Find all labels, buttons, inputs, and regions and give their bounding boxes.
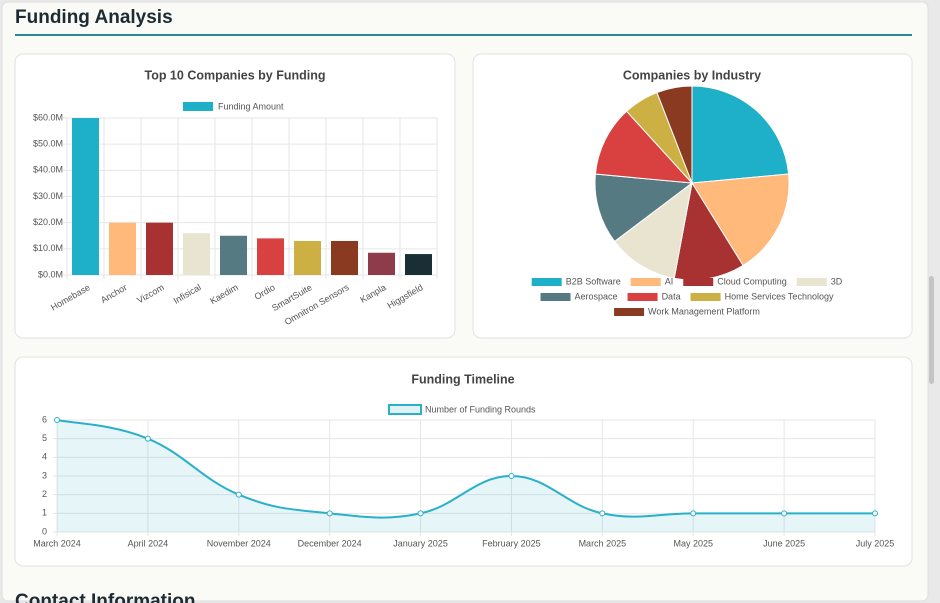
point xyxy=(326,510,333,517)
bar xyxy=(257,238,284,275)
pie-slice xyxy=(594,110,694,184)
legend-swatch xyxy=(531,278,562,286)
point xyxy=(235,491,242,498)
legend-swatch xyxy=(796,278,827,286)
y-tick-label: $0.0M xyxy=(38,269,63,279)
y-tick-label: 3 xyxy=(42,470,47,480)
point xyxy=(508,473,515,479)
legend-swatch xyxy=(614,308,645,316)
point xyxy=(417,510,424,517)
line xyxy=(56,419,875,519)
chart-title: Funding Timeline xyxy=(411,372,514,386)
legend-label: Home Services Technology xyxy=(725,291,834,301)
x-tick-label: March 2024 xyxy=(33,538,81,548)
y-tick-label: 5 xyxy=(42,433,47,443)
y-tick-label: 6 xyxy=(42,414,47,424)
legend-swatch xyxy=(388,404,422,415)
bar xyxy=(146,222,173,275)
y-tick-label: $50.0M xyxy=(33,139,63,149)
pie-slice xyxy=(691,85,790,184)
section-title: Funding Analysis xyxy=(15,7,173,28)
legend-swatch xyxy=(183,102,213,111)
y-tick-label: $60.0M xyxy=(33,112,63,122)
x-tick-label: July 2025 xyxy=(856,538,895,548)
x-tick-label: March 2025 xyxy=(579,538,627,548)
section-title: Contact Information xyxy=(15,591,196,603)
y-tick-label: $10.0M xyxy=(33,243,63,253)
bar xyxy=(183,233,210,275)
bar xyxy=(72,118,99,275)
y-tick-label: 0 xyxy=(42,526,47,536)
legend-label: Data xyxy=(662,291,681,301)
point xyxy=(144,435,151,442)
y-tick-label: 2 xyxy=(42,489,47,499)
x-tick-label: June 2025 xyxy=(763,538,805,548)
legend-swatch xyxy=(540,293,571,301)
chart-title: Companies by Industry xyxy=(623,68,761,82)
chart-title: Top 10 Companies by Funding xyxy=(144,68,325,82)
y-tick-label: $20.0M xyxy=(33,217,63,227)
legend-label: Aerospace xyxy=(575,291,618,301)
legend-label: Cloud Computing xyxy=(717,276,787,286)
x-tick-label: May 2025 xyxy=(673,538,713,548)
point xyxy=(599,510,606,517)
bar xyxy=(368,252,395,275)
legend-label: AI xyxy=(665,276,674,286)
pie-slice xyxy=(691,173,790,267)
x-tick-label: November 2024 xyxy=(207,538,271,548)
area xyxy=(57,420,875,532)
y-tick-label: 1 xyxy=(42,508,47,518)
legend-label: Work Management Platform xyxy=(648,306,760,316)
legend-swatch xyxy=(630,278,661,286)
bar xyxy=(405,254,432,275)
pie-slice xyxy=(613,181,693,279)
bar xyxy=(331,240,358,275)
y-tick-label: $30.0M xyxy=(33,191,63,201)
legend-label: Funding Amount xyxy=(218,101,284,111)
point xyxy=(690,510,697,517)
point xyxy=(54,417,60,423)
legend-label: 3D xyxy=(831,276,843,286)
legend-swatch xyxy=(627,293,658,301)
point xyxy=(781,510,788,517)
scrollbar[interactable] xyxy=(929,276,934,384)
legend-label: Number of Funding Rounds xyxy=(425,404,536,414)
x-tick-label: February 2025 xyxy=(482,538,541,548)
bar xyxy=(109,222,136,275)
x-tick-label: January 2025 xyxy=(393,538,448,548)
legend-swatch xyxy=(683,278,714,286)
bar xyxy=(220,235,247,275)
pie-slice xyxy=(594,173,694,243)
point xyxy=(872,510,878,517)
legend-label: B2B Software xyxy=(566,276,621,286)
y-tick-label: 4 xyxy=(42,452,47,462)
legend-swatch xyxy=(690,293,721,301)
x-tick-label: April 2024 xyxy=(128,538,169,548)
bar xyxy=(294,240,321,275)
pie-slice xyxy=(656,85,693,184)
y-tick-label: $40.0M xyxy=(33,165,63,175)
x-tick-label: December 2024 xyxy=(298,538,362,548)
